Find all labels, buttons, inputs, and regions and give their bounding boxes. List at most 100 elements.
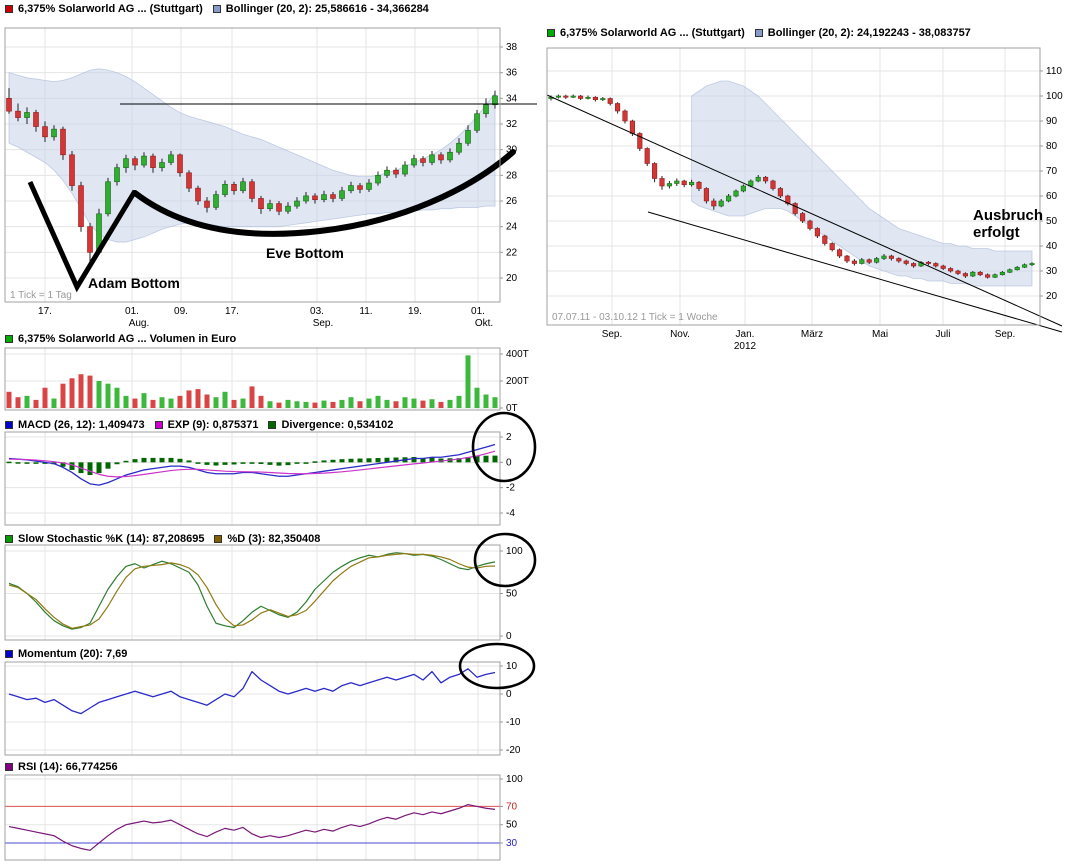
svg-text:11.: 11.	[359, 306, 372, 317]
svg-text:30: 30	[1046, 266, 1058, 277]
svg-text:Ausbruch: Ausbruch	[973, 207, 1043, 224]
legend-item: Momentum (20): 7,69	[5, 648, 127, 660]
weekly-price-chart: 110 100 90 80 70 60 50 40 30 20 Sep. Nov. Jan.2012 Mä…	[546, 47, 1063, 352]
svg-text:Aug.: Aug.	[129, 318, 150, 329]
series-label: 6,375% Solarworld AG ... (Stuttgart)	[18, 3, 203, 15]
svg-text:200T: 200T	[506, 376, 529, 387]
svg-text:10: 10	[506, 661, 518, 672]
svg-text:erfolgt: erfolgt	[973, 224, 1020, 241]
svg-text:70: 70	[506, 801, 518, 812]
momentum-chart: 10 0 -10 -20	[4, 661, 521, 756]
stochastic-legend: Slow Stochastic %K (14): 87,208695 %D (3…	[5, 533, 320, 545]
svg-text:110: 110	[1046, 66, 1062, 77]
svg-text:2012: 2012	[734, 341, 757, 352]
series-label: MACD (26, 12): 1,409473	[18, 419, 145, 431]
series-color-swatch	[5, 535, 13, 543]
legend-item: %D (3): 82,350408	[214, 533, 320, 545]
svg-text:32: 32	[506, 119, 518, 130]
series-label: Slow Stochastic %K (14): 87,208695	[18, 533, 205, 545]
svg-text:09.: 09.	[174, 306, 188, 317]
RSI-line	[8, 803, 496, 851]
series-color-swatch	[5, 763, 13, 771]
legend-item: MACD (26, 12): 1,409473	[5, 419, 145, 431]
svg-text:Sep.: Sep.	[313, 318, 334, 329]
svg-text:1 Tick = 1 Tag: 1 Tick = 1 Tag	[10, 290, 72, 301]
svg-text:60: 60	[1046, 191, 1058, 202]
svg-text:100: 100	[506, 774, 523, 785]
svg-text:Sep.: Sep.	[602, 329, 623, 340]
svg-text:0: 0	[506, 689, 512, 700]
macd-legend: MACD (26, 12): 1,409473 EXP (9): 0,87537…	[5, 419, 393, 431]
svg-text:Eve Bottom: Eve Bottom	[266, 245, 344, 261]
series-label: Momentum (20): 7,69	[18, 648, 128, 660]
circle-annotation	[473, 532, 537, 588]
series-label: RSI (14): 66,774256	[18, 761, 118, 773]
trendline	[546, 94, 1063, 327]
svg-text:40: 40	[1046, 241, 1058, 252]
series-label: Bollinger (20, 2): 25,586616 - 34,366284	[225, 3, 429, 15]
trendline	[647, 211, 1063, 333]
legend-item: Bollinger (20, 2): 25,586616 - 34,366284	[212, 3, 429, 15]
circle-annotation	[458, 642, 536, 690]
svg-text:März: März	[801, 329, 823, 340]
series-color-swatch	[214, 535, 223, 543]
daily-chart-legend: 6,375% Solarworld AG ... (Stuttgart) Bol…	[5, 3, 429, 15]
legend-item: 6,375% Solarworld AG ... (Stuttgart)	[5, 3, 203, 15]
momentum-legend: Momentum (20): 7,69	[5, 648, 127, 660]
svg-text:-10: -10	[506, 717, 521, 728]
series-color-swatch	[5, 335, 13, 343]
series-label: Divergence: 0,534102	[281, 419, 394, 431]
svg-text:0T: 0T	[506, 403, 518, 414]
legend-item: Bollinger (20, 2): 24,192243 - 38,083757	[754, 27, 971, 39]
svg-text:50: 50	[1046, 216, 1058, 227]
svg-text:20: 20	[1046, 291, 1058, 302]
legend-item: Divergence: 0,534102	[268, 419, 393, 431]
series-label: %D (3): 82,350408	[227, 533, 321, 545]
svg-text:0: 0	[506, 631, 512, 642]
EXP-line	[8, 450, 496, 478]
series-color-swatch	[5, 5, 13, 13]
stochastic-chart: 100 50 0	[4, 544, 523, 642]
series-label: 6,375% Solarworld AG ... (Stuttgart)	[560, 27, 745, 39]
series-color-swatch	[154, 421, 163, 429]
series-label: Bollinger (20, 2): 24,192243 - 38,083757	[767, 27, 971, 39]
svg-text:Okt.: Okt.	[475, 318, 493, 329]
svg-text:100: 100	[506, 546, 523, 557]
svg-text:38: 38	[506, 42, 518, 53]
svg-text:50: 50	[506, 820, 518, 831]
rsi-legend: RSI (14): 66,774256	[5, 761, 118, 773]
series-label: EXP (9): 0,875371	[167, 419, 259, 431]
svg-text:30: 30	[506, 838, 518, 849]
svg-text:2: 2	[506, 432, 512, 443]
legend-item: 6,375% Solarworld AG ... (Stuttgart)	[547, 27, 745, 39]
svg-text:17.: 17.	[38, 306, 52, 317]
Momentum-line	[8, 668, 496, 715]
series-label: 6,375% Solarworld AG ... Volumen in Euro	[18, 333, 237, 345]
pattern-shape	[27, 180, 138, 293]
svg-text:90: 90	[1046, 116, 1058, 127]
volume-legend: 6,375% Solarworld AG ... Volumen in Euro	[5, 333, 236, 345]
svg-text:26: 26	[506, 196, 518, 207]
svg-text:400T: 400T	[506, 349, 529, 360]
macd-chart: 2 0 -2 -4	[4, 431, 515, 526]
svg-text:07.07.11 - 03.10.12 1 Tick =: 07.07.11 - 03.10.12 1 Tick = 1 Woche	[552, 312, 718, 323]
legend-item: Slow Stochastic %K (14): 87,208695	[5, 533, 204, 545]
svg-text:50: 50	[506, 589, 518, 600]
svg-text:Nov.: Nov.	[670, 329, 690, 340]
circle-annotation	[471, 411, 537, 483]
series-color-swatch	[212, 5, 221, 13]
MACD-line	[8, 443, 496, 486]
weekly-chart-legend: 6,375% Solarworld AG ... (Stuttgart) Bol…	[547, 27, 971, 39]
bollinger-band	[691, 80, 1033, 287]
svg-text:03.: 03.	[310, 306, 324, 317]
series-color-swatch	[754, 29, 763, 37]
svg-text:01.: 01.	[471, 306, 485, 317]
svg-text:17.: 17.	[225, 306, 239, 317]
svg-text:-2: -2	[506, 483, 515, 494]
series-color-swatch	[5, 421, 13, 429]
svg-text:19.: 19.	[408, 306, 422, 317]
svg-text:22: 22	[506, 247, 518, 258]
